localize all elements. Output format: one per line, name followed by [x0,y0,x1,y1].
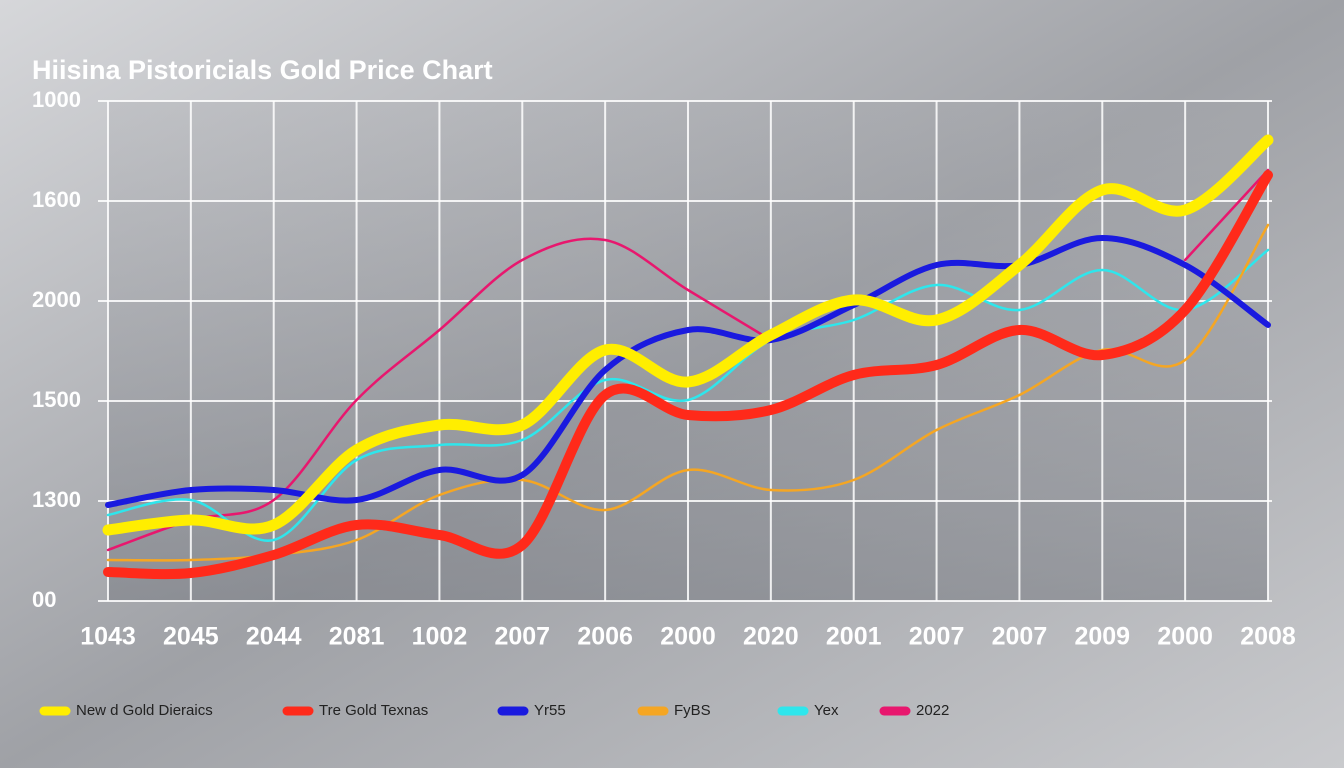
y-tick-label: 1300 [32,487,81,512]
x-tick-label: 2000 [1157,623,1213,651]
x-tick-label: 2009 [1074,623,1130,651]
y-tick-label: 1500 [32,387,81,412]
x-tick-label: 2001 [826,623,882,651]
x-tick-label: 2045 [163,623,219,651]
y-tick-label: 00 [32,587,56,612]
legend-label: Tre Gold Texnas [319,702,428,719]
x-tick-label: 2000 [660,623,716,651]
x-tick-label: 2044 [246,623,302,651]
series-line [105,235,1271,508]
legend-label: 2022 [916,702,949,719]
series-line [106,248,1270,542]
series-line [102,134,1274,536]
y-tick-label: 1000 [32,87,81,112]
x-tick-label: 2007 [909,623,965,651]
chart-title: Hiisina Pistoricials Gold Price Chart [32,55,493,85]
x-tick-label: 2007 [992,623,1048,651]
x-tick-label: 1043 [80,623,136,651]
y-tick-label: 1600 [32,187,81,212]
x-tick-label: 2006 [577,623,633,651]
x-tick-label: 2007 [494,623,550,651]
series-line [103,170,1273,580]
x-tick-label: 2020 [743,623,799,651]
legend-label: Yr55 [534,702,566,719]
x-tick-label: 2081 [329,623,385,651]
y-tick-label: 2000 [32,287,81,312]
legend-label: New d Gold Dieraics [76,702,213,719]
x-tick-label: 2008 [1240,623,1296,651]
legend-label: FyBS [674,702,711,719]
legend-label: Yex [814,702,839,719]
x-tick-label: 1002 [412,623,468,651]
